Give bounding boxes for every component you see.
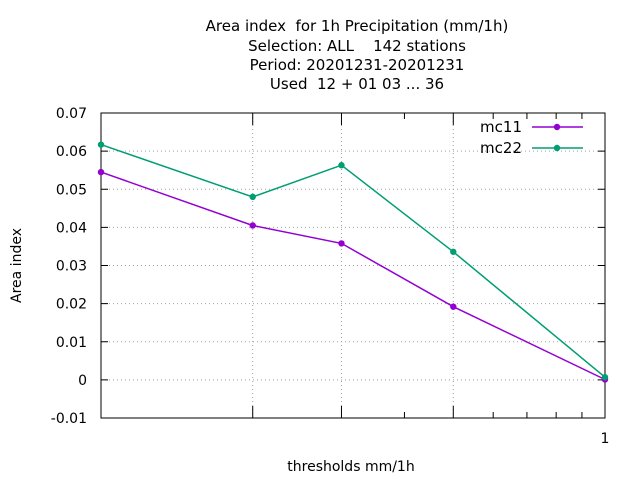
x-tick-label: 1 bbox=[601, 431, 610, 447]
series-line-mc22 bbox=[100, 143, 606, 378]
legend-label-mc11: mc11 bbox=[480, 118, 522, 136]
y-tick-label: 0 bbox=[78, 373, 87, 389]
y-tick-label: 0.06 bbox=[56, 144, 87, 160]
legend-marker-mc22 bbox=[553, 144, 561, 152]
plot-frame bbox=[100, 112, 606, 419]
title-line-3: Period: 20201231-20201231 bbox=[249, 56, 465, 74]
data-point-mc11 bbox=[450, 303, 457, 310]
y-tick-label: 0.02 bbox=[56, 297, 87, 313]
title-line-2: Selection: ALL 142 stations bbox=[248, 37, 466, 55]
title-line-4: Used 12 + 01 03 ... 36 bbox=[269, 75, 445, 93]
data-point-mc22 bbox=[601, 374, 609, 381]
data-point-mc22 bbox=[249, 193, 256, 201]
title-line-1: Area index for 1h Precipitation (mm/1h) bbox=[205, 17, 509, 35]
y-axis-label: Area index bbox=[9, 228, 25, 303]
y-tick-label: 0.07 bbox=[56, 106, 87, 122]
data-point-mc22 bbox=[97, 141, 105, 148]
legend-label-mc22: mc22 bbox=[480, 139, 522, 157]
data-point-mc11 bbox=[338, 240, 345, 247]
data-point-mc22 bbox=[450, 248, 457, 255]
y-tick-label: 0.04 bbox=[56, 220, 87, 236]
y-tick-label: 0.01 bbox=[56, 335, 87, 351]
y-tick-label: 0.05 bbox=[56, 182, 87, 198]
y-tick-label: 0.03 bbox=[56, 259, 87, 275]
data-point-mc22 bbox=[338, 162, 345, 169]
data-point-mc11 bbox=[97, 168, 105, 176]
x-axis-label: thresholds mm/1h bbox=[287, 459, 414, 475]
y-tick-label: -0.01 bbox=[51, 411, 87, 427]
data-point-mc11 bbox=[249, 222, 256, 229]
series-line-mc11 bbox=[100, 171, 606, 381]
legend-marker-mc11 bbox=[553, 123, 561, 131]
